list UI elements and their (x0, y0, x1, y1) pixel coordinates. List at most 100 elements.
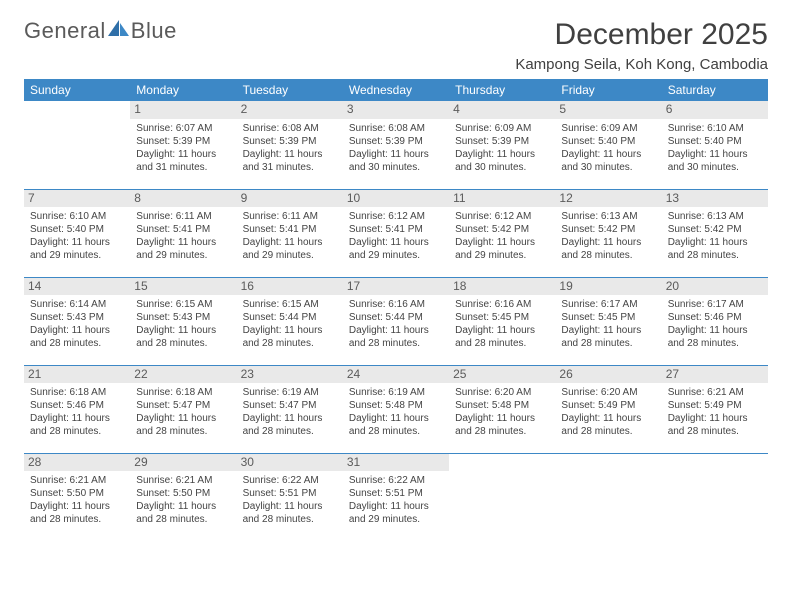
day-number: 20 (662, 278, 768, 296)
sunrise-line: Sunrise: 6:17 AM (561, 298, 655, 311)
day-info: Sunrise: 6:10 AMSunset: 5:40 PMDaylight:… (668, 122, 762, 174)
daylight-line: Daylight: 11 hours and 28 minutes. (136, 324, 230, 350)
brand-logo: General Blue (24, 18, 177, 44)
day-info: Sunrise: 6:21 AMSunset: 5:50 PMDaylight:… (30, 474, 124, 526)
day-number: 4 (449, 101, 555, 119)
calendar-day-cell: 15Sunrise: 6:15 AMSunset: 5:43 PMDayligh… (130, 277, 236, 365)
sunrise-line: Sunrise: 6:20 AM (561, 386, 655, 399)
sunrise-line: Sunrise: 6:16 AM (349, 298, 443, 311)
sunrise-line: Sunrise: 6:18 AM (136, 386, 230, 399)
calendar-table: SundayMondayTuesdayWednesdayThursdayFrid… (24, 79, 768, 541)
brand-word-2: Blue (131, 18, 177, 44)
sunrise-line: Sunrise: 6:20 AM (455, 386, 549, 399)
calendar-day-cell: 12Sunrise: 6:13 AMSunset: 5:42 PMDayligh… (555, 189, 661, 277)
daylight-line: Daylight: 11 hours and 28 minutes. (243, 324, 337, 350)
daylight-line: Daylight: 11 hours and 29 minutes. (349, 236, 443, 262)
weekday-header: Tuesday (237, 79, 343, 101)
day-number: 28 (24, 454, 130, 472)
sunrise-line: Sunrise: 6:11 AM (136, 210, 230, 223)
calendar-day-cell: 26Sunrise: 6:20 AMSunset: 5:49 PMDayligh… (555, 365, 661, 453)
sunset-line: Sunset: 5:45 PM (561, 311, 655, 324)
sunrise-line: Sunrise: 6:13 AM (668, 210, 762, 223)
calendar-body: 1Sunrise: 6:07 AMSunset: 5:39 PMDaylight… (24, 101, 768, 541)
calendar-week-row: 21Sunrise: 6:18 AMSunset: 5:46 PMDayligh… (24, 365, 768, 453)
sunrise-line: Sunrise: 6:21 AM (668, 386, 762, 399)
day-number: 11 (449, 190, 555, 208)
sunrise-line: Sunrise: 6:17 AM (668, 298, 762, 311)
day-info: Sunrise: 6:15 AMSunset: 5:44 PMDaylight:… (243, 298, 337, 350)
sunrise-line: Sunrise: 6:15 AM (136, 298, 230, 311)
sunset-line: Sunset: 5:39 PM (349, 135, 443, 148)
day-number: 5 (555, 101, 661, 119)
day-number: 19 (555, 278, 661, 296)
day-info: Sunrise: 6:15 AMSunset: 5:43 PMDaylight:… (136, 298, 230, 350)
day-number: 23 (237, 366, 343, 384)
sunrise-line: Sunrise: 6:13 AM (561, 210, 655, 223)
day-number: 6 (662, 101, 768, 119)
day-number: 31 (343, 454, 449, 472)
sunset-line: Sunset: 5:48 PM (455, 399, 549, 412)
sunset-line: Sunset: 5:49 PM (561, 399, 655, 412)
calendar-day-cell: 11 Sunrise: 6:12 AMSunset: 5:42 PMDayligh… (449, 189, 555, 277)
brand-word-1: General (24, 18, 106, 44)
day-number: 22 (130, 366, 236, 384)
sunset-line: Sunset: 5:44 PM (349, 311, 443, 324)
daylight-line: Daylight: 11 hours and 28 minutes. (30, 324, 124, 350)
day-info: Sunrise: 6:08 AMSunset: 5:39 PMDaylight:… (349, 122, 443, 174)
day-info: Sunrise: 6:11 AMSunset: 5:41 PMDaylight:… (243, 210, 337, 262)
day-number: 16 (237, 278, 343, 296)
day-number-empty (555, 454, 661, 472)
calendar-day-cell: 24Sunrise: 6:19 AMSunset: 5:48 PMDayligh… (343, 365, 449, 453)
calendar-day-cell: 6 Sunrise: 6:10 AMSunset: 5:40 PMDaylight… (662, 101, 768, 189)
daylight-line: Daylight: 11 hours and 28 minutes. (561, 236, 655, 262)
calendar-day-cell: 23 Sunrise: 6:19 AMSunset: 5:47 PMDayligh… (237, 365, 343, 453)
sunrise-line: Sunrise: 6:22 AM (243, 474, 337, 487)
sunrise-line: Sunrise: 6:07 AM (136, 122, 230, 135)
day-info: Sunrise: 6:21 AMSunset: 5:50 PMDaylight:… (136, 474, 230, 526)
sunrise-line: Sunrise: 6:16 AM (455, 298, 549, 311)
calendar-day-cell: 18Sunrise: 6:16 AMSunset: 5:45 PMDayligh… (449, 277, 555, 365)
brand-sail-icon (108, 18, 130, 44)
day-info: Sunrise: 6:13 AMSunset: 5:42 PMDaylight:… (668, 210, 762, 262)
day-info: Sunrise: 6:17 AMSunset: 5:46 PMDaylight:… (668, 298, 762, 350)
sunset-line: Sunset: 5:49 PM (668, 399, 762, 412)
day-number: 25 (449, 366, 555, 384)
sunrise-line: Sunrise: 6:09 AM (561, 122, 655, 135)
sunset-line: Sunset: 5:48 PM (349, 399, 443, 412)
sunset-line: Sunset: 5:39 PM (243, 135, 337, 148)
calendar-day-cell: 31Sunrise: 6:22 AMSunset: 5:51 PMDayligh… (343, 453, 449, 541)
daylight-line: Daylight: 11 hours and 28 minutes. (561, 412, 655, 438)
calendar-day-cell: 19 Sunrise: 6:17 AMSunset: 5:45 PMDayligh… (555, 277, 661, 365)
weekday-header: Thursday (449, 79, 555, 101)
sunrise-line: Sunrise: 6:11 AM (243, 210, 337, 223)
sunset-line: Sunset: 5:43 PM (30, 311, 124, 324)
month-title: December 2025 (515, 18, 768, 52)
day-number: 7 (24, 190, 130, 208)
calendar-day-cell: 7Sunrise: 6:10 AMSunset: 5:40 PMDaylight… (24, 189, 130, 277)
daylight-line: Daylight: 11 hours and 28 minutes. (668, 412, 762, 438)
daylight-line: Daylight: 11 hours and 29 minutes. (349, 500, 443, 526)
sunset-line: Sunset: 5:42 PM (561, 223, 655, 236)
day-info: Sunrise: 6:12 AMSunset: 5:42 PMDaylight:… (455, 210, 549, 262)
daylight-line: Daylight: 11 hours and 28 minutes. (349, 412, 443, 438)
sunrise-line: Sunrise: 6:14 AM (30, 298, 124, 311)
calendar-header-row: SundayMondayTuesdayWednesdayThursdayFrid… (24, 79, 768, 101)
day-info: Sunrise: 6:14 AMSunset: 5:43 PMDaylight:… (30, 298, 124, 350)
day-number: 10 (343, 190, 449, 208)
sunrise-line: Sunrise: 6:19 AM (243, 386, 337, 399)
day-number: 18 (449, 278, 555, 296)
day-info: Sunrise: 6:11 AMSunset: 5:41 PMDaylight:… (136, 210, 230, 262)
day-number: 17 (343, 278, 449, 296)
calendar-day-cell: 28 Sunrise: 6:21 AMSunset: 5:50 PMDayligh… (24, 453, 130, 541)
sunset-line: Sunset: 5:43 PM (136, 311, 230, 324)
sunrise-line: Sunrise: 6:12 AM (349, 210, 443, 223)
calendar-day-cell (662, 453, 768, 541)
location-line: Kampong Seila, Koh Kong, Cambodia (515, 56, 768, 73)
daylight-line: Daylight: 11 hours and 28 minutes. (30, 500, 124, 526)
calendar-day-cell: 22Sunrise: 6:18 AMSunset: 5:47 PMDayligh… (130, 365, 236, 453)
daylight-line: Daylight: 11 hours and 28 minutes. (243, 412, 337, 438)
sunset-line: Sunset: 5:47 PM (243, 399, 337, 412)
sunrise-line: Sunrise: 6:21 AM (136, 474, 230, 487)
daylight-line: Daylight: 11 hours and 28 minutes. (561, 324, 655, 350)
day-info: Sunrise: 6:09 AMSunset: 5:40 PMDaylight:… (561, 122, 655, 174)
